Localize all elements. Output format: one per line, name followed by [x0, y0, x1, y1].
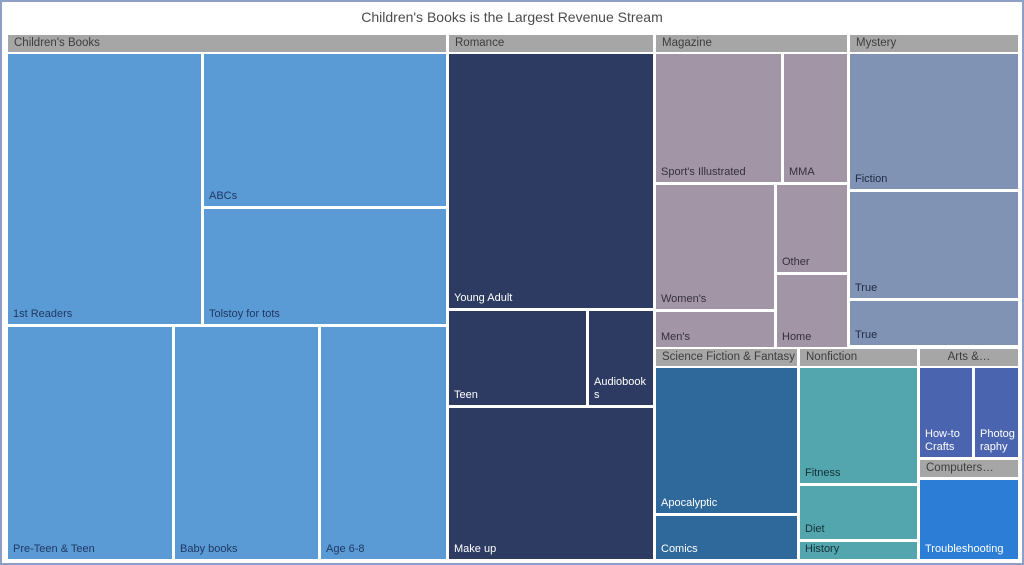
tile-age-6-8[interactable]: Age 6-8: [321, 327, 446, 559]
tile-baby-books-label: Baby books: [180, 542, 238, 555]
tile-fiction-label: Fiction: [855, 172, 888, 185]
tile-women-s-label: Women's: [661, 292, 707, 305]
tile-true-2-label: True: [855, 328, 878, 341]
section-header-science-fiction-fantasy[interactable]: Science Fiction & Fantasy: [656, 349, 797, 366]
tile-audiobooks-label: Audiobooks: [594, 375, 646, 401]
tile-pre-teen-teen[interactable]: Pre-Teen & Teen: [8, 327, 172, 559]
tile-history[interactable]: History: [800, 542, 917, 559]
tile-how-to-crafts-label: How-to Crafts: [925, 427, 960, 453]
chart-title: Children's Books is the Largest Revenue …: [361, 9, 663, 25]
tile-tolstoy-for-tots[interactable]: Tolstoy for tots: [204, 209, 446, 324]
tile-pre-teen-teen-label: Pre-Teen & Teen: [13, 542, 95, 555]
tile-mma-label: MMA: [789, 165, 815, 178]
tile-comics-label: Comics: [661, 542, 698, 555]
tile-sport-s-illustrated[interactable]: Sport's Illustrated: [656, 54, 781, 182]
tile-abcs-label: ABCs: [209, 189, 238, 202]
tile-comics[interactable]: Comics: [656, 516, 797, 559]
tile-young-adult[interactable]: Young Adult: [449, 54, 653, 308]
tile-apocalyptic-label: Apocalyptic: [661, 496, 718, 509]
tile-teen[interactable]: Teen: [449, 311, 586, 405]
section-header-romance[interactable]: Romance: [449, 35, 653, 52]
tile-young-adult-label: Young Adult: [454, 291, 513, 304]
tile-true-label: True: [855, 281, 878, 294]
tile-baby-books[interactable]: Baby books: [175, 327, 318, 559]
tile-photography-label: Photography: [980, 427, 1015, 453]
tile-1st-readers-label: 1st Readers: [13, 307, 73, 320]
tile-troubleshooting[interactable]: Troubleshooting: [920, 480, 1018, 559]
tile-other-label: Other: [782, 255, 810, 268]
tile-fitness-label: Fitness: [805, 466, 841, 479]
tile-men-s-label: Men's: [661, 330, 690, 343]
tile-make-up-label: Make up: [454, 542, 497, 555]
section-header-computers[interactable]: Computers…: [920, 460, 1018, 477]
section-header-mystery[interactable]: Mystery: [850, 35, 1018, 52]
tile-fitness[interactable]: Fitness: [800, 368, 917, 483]
tile-photography[interactable]: Photography: [975, 368, 1018, 457]
tile-audiobooks[interactable]: Audiobooks: [589, 311, 653, 405]
tile-women-s[interactable]: Women's: [656, 185, 774, 309]
tile-fiction[interactable]: Fiction: [850, 54, 1018, 189]
tile-teen-label: Teen: [454, 388, 478, 401]
tile-true[interactable]: True: [850, 192, 1018, 298]
tile-mma[interactable]: MMA: [784, 54, 847, 182]
tile-history-label: History: [805, 542, 840, 555]
tile-1st-readers[interactable]: 1st Readers: [8, 54, 201, 324]
tile-make-up[interactable]: Make up: [449, 408, 653, 559]
tile-diet-label: Diet: [805, 522, 825, 535]
tile-other[interactable]: Other: [777, 185, 847, 272]
tile-men-s[interactable]: Men's: [656, 312, 774, 347]
tile-home-label: Home: [782, 330, 812, 343]
tile-home[interactable]: Home: [777, 275, 847, 347]
tile-diet[interactable]: Diet: [800, 486, 917, 539]
tile-age-6-8-label: Age 6-8: [326, 542, 365, 555]
tile-tolstoy-for-tots-label: Tolstoy for tots: [209, 307, 280, 320]
section-header-childrens-books[interactable]: Children's Books: [8, 35, 446, 52]
tile-true-2[interactable]: True: [850, 301, 1018, 345]
section-header-arts[interactable]: Arts &…: [920, 349, 1018, 366]
section-header-magazine[interactable]: Magazine: [656, 35, 847, 52]
tile-troubleshooting-label: Troubleshooting: [925, 542, 1004, 555]
tile-apocalyptic[interactable]: Apocalyptic: [656, 368, 797, 513]
section-header-nonfiction[interactable]: Nonfiction: [800, 349, 917, 366]
tile-sport-s-illustrated-label: Sport's Illustrated: [661, 165, 746, 178]
tile-how-to-crafts[interactable]: How-to Crafts: [920, 368, 972, 457]
tile-abcs[interactable]: ABCs: [204, 54, 446, 206]
